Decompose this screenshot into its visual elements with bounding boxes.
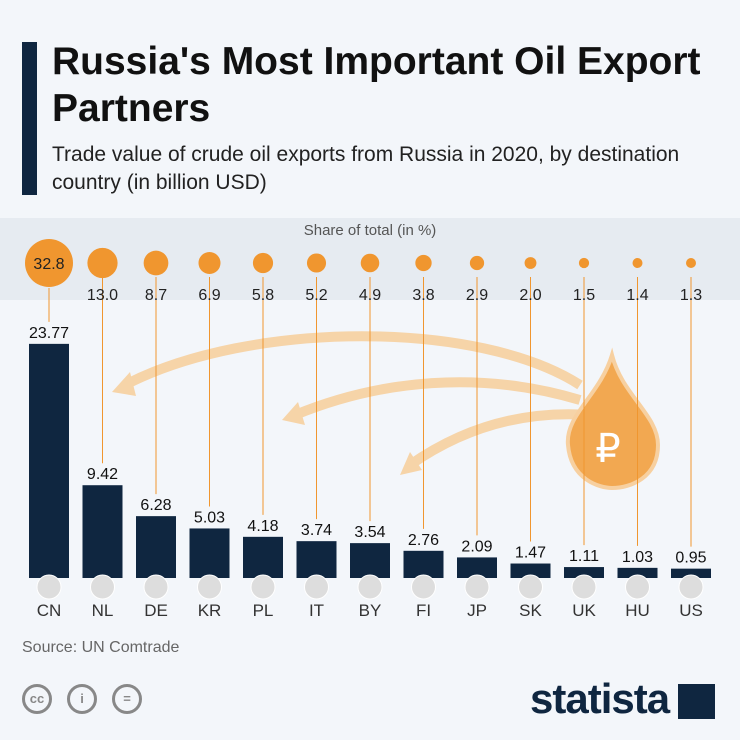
statista-logo-mark — [678, 684, 715, 719]
value-label: 6.28 — [140, 497, 171, 514]
attribution-icon[interactable]: i — [67, 684, 97, 714]
value-label: 4.18 — [247, 518, 278, 535]
share-title: Share of total (in %) — [303, 222, 437, 239]
bar-UK — [564, 567, 604, 578]
flag-icon-CN — [36, 574, 62, 600]
value-label: 3.74 — [301, 522, 332, 539]
arrow-head — [400, 452, 422, 475]
share-label: 32.8 — [33, 256, 64, 273]
share-dot — [469, 255, 485, 271]
flag-icon-JP — [464, 574, 490, 600]
ruble-icon: ₽ — [595, 427, 620, 471]
category-label: CN — [37, 601, 62, 620]
share-dot — [578, 257, 590, 269]
category-label: HU — [625, 601, 650, 620]
arrow-head — [282, 402, 305, 425]
value-label: 2.09 — [461, 538, 492, 555]
share-label: 2.0 — [519, 287, 541, 304]
bar-NL — [82, 485, 123, 578]
bar-JP — [457, 557, 497, 578]
bar-IT — [296, 541, 337, 578]
share-label: 2.9 — [466, 287, 488, 304]
value-label: 2.76 — [408, 532, 439, 549]
arrow-head — [112, 372, 136, 396]
cc-icon[interactable]: cc — [22, 684, 52, 714]
source-note: Source: UN Comtrade — [22, 639, 180, 656]
share-dot — [252, 252, 274, 274]
category-label: KR — [198, 601, 222, 620]
share-dot — [198, 251, 221, 275]
flag-icon-KR — [197, 574, 222, 600]
bar-KR — [189, 528, 230, 578]
bar-US — [671, 568, 711, 578]
value-label: 5.03 — [194, 509, 225, 526]
share-label: 6.9 — [198, 287, 220, 304]
value-label: 3.54 — [354, 524, 385, 541]
value-label: 9.42 — [87, 466, 118, 483]
share-label: 5.8 — [252, 287, 274, 304]
share-label: 1.5 — [573, 287, 595, 304]
value-label: 1.11 — [569, 548, 599, 565]
title-accent-bar — [22, 42, 37, 195]
category-label: NL — [92, 601, 114, 620]
value-label: 23.77 — [29, 325, 69, 342]
share-dot — [87, 247, 118, 279]
share-dot — [524, 257, 537, 269]
share-label: 13.0 — [87, 287, 118, 304]
category-label: JP — [467, 601, 487, 620]
chart-subtitle: Trade value of crude oil exports from Ru… — [52, 143, 680, 194]
flag-icon-BY — [357, 574, 383, 600]
bar-CN — [29, 343, 69, 578]
arrow — [122, 331, 583, 390]
flag-icon-FI — [411, 574, 436, 600]
share-label: 5.2 — [305, 287, 327, 304]
flag-icon-DE — [143, 574, 169, 600]
category-label: SK — [519, 601, 542, 620]
share-label: 4.9 — [359, 287, 381, 304]
value-label: 1.47 — [515, 545, 546, 562]
category-label: FI — [416, 601, 431, 620]
category-label: DE — [144, 601, 168, 620]
category-label: US — [679, 601, 703, 620]
bar-DE — [136, 516, 176, 578]
arrow — [293, 377, 582, 420]
share-label: 1.4 — [626, 287, 648, 304]
flag-icon-HU — [625, 574, 650, 600]
share-dot — [360, 253, 380, 273]
share-label: 3.8 — [412, 287, 434, 304]
share-label: 8.7 — [145, 287, 167, 304]
bar-BY — [350, 543, 390, 578]
oil-drop-icon — [565, 347, 661, 491]
bar-FI — [403, 550, 444, 578]
flag-icon-SK — [518, 574, 543, 600]
statista-logo[interactable]: statista — [530, 675, 670, 722]
share-dot — [143, 250, 169, 276]
share-dot — [306, 253, 327, 273]
no-derivatives-icon[interactable]: = — [112, 684, 142, 714]
category-label: UK — [572, 601, 596, 620]
share-label: 1.3 — [680, 287, 702, 304]
flag-icon-NL — [90, 574, 115, 600]
arrow — [407, 409, 591, 470]
bar-HU — [617, 567, 658, 578]
value-label: 0.95 — [675, 550, 706, 567]
category-label: PL — [253, 601, 274, 620]
share-dot — [415, 254, 432, 272]
category-label: BY — [359, 601, 382, 620]
flag-icon-IT — [304, 574, 329, 600]
chart-title: Russia's Most Important Oil Export Partn… — [52, 40, 701, 130]
value-label: 1.03 — [622, 549, 653, 566]
flag-icon-UK — [571, 574, 597, 600]
flag-icon-US — [678, 574, 704, 600]
share-dot — [632, 258, 643, 268]
share-dot — [686, 258, 696, 268]
bar-PL — [243, 536, 283, 578]
category-label: IT — [309, 601, 324, 620]
flag-icon-PL — [250, 574, 276, 600]
share-dot — [25, 239, 73, 287]
bar-SK — [510, 563, 551, 578]
